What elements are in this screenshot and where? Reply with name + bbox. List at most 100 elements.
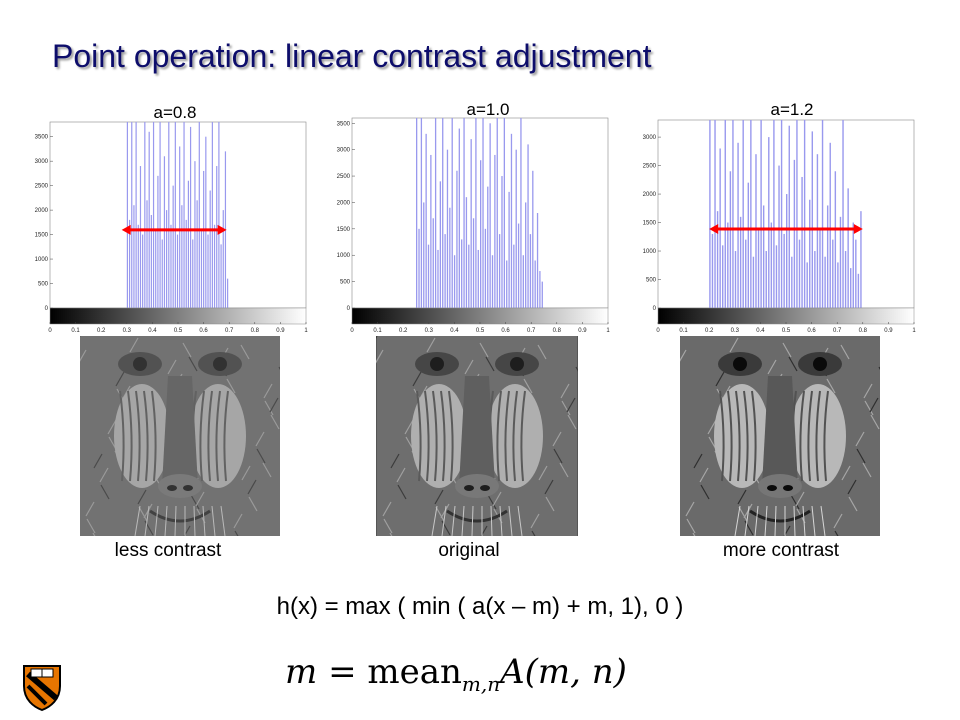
- y-tick-label: 500: [38, 282, 49, 288]
- hist-bar: [773, 120, 775, 308]
- hist-bar: [755, 154, 757, 308]
- hist-bar: [839, 216, 842, 308]
- mandrill-image-low-contrast: [80, 336, 280, 536]
- hist-bar: [420, 118, 423, 308]
- hist-bar: [529, 234, 532, 308]
- y-tick-label: 2500: [35, 184, 49, 190]
- hist-bar: [465, 197, 468, 308]
- x-tick-label: 0.7: [833, 328, 842, 334]
- hist-bar: [765, 251, 767, 308]
- hist-bar: [775, 245, 778, 308]
- grayscale-colorbar: [49, 307, 307, 325]
- x-tick-label: 0.1: [373, 328, 382, 334]
- hist-bar: [179, 146, 181, 308]
- hist-bar: [796, 120, 798, 308]
- hist-bar: [837, 262, 839, 308]
- hist-bar: [786, 194, 788, 308]
- hist-bar: [480, 160, 482, 308]
- x-tick-label: 0.3: [731, 328, 740, 334]
- hist-bar: [768, 137, 770, 308]
- hist-bar: [829, 142, 831, 308]
- hist-bar: [760, 120, 762, 308]
- x-tick-label: 0.4: [450, 328, 459, 334]
- hist-bar: [468, 244, 470, 308]
- caption-original: original: [438, 540, 500, 561]
- mandrill-image-high-contrast: [680, 336, 880, 536]
- hist-bar: [727, 222, 729, 308]
- hist-bar: [137, 224, 139, 308]
- hist-bar: [434, 118, 437, 308]
- slide-title: Point operation: linear contrast adjustm…: [52, 38, 652, 74]
- hist-bar: [183, 122, 185, 308]
- hist-bar: [737, 142, 739, 308]
- y-tick-label: 0: [45, 306, 49, 312]
- hist-bar: [170, 224, 172, 308]
- hist-bar: [163, 156, 166, 308]
- hist-bar: [489, 123, 491, 309]
- x-tick-label: 1: [606, 328, 610, 334]
- y-tick-label: 2000: [337, 200, 351, 206]
- hist-bar: [809, 199, 811, 308]
- hist-bar: [750, 120, 752, 308]
- hist-bar: [484, 228, 487, 308]
- y-tick-label: 1000: [643, 249, 657, 255]
- hist-bar: [152, 122, 155, 308]
- x-tick-label: 0.8: [859, 328, 868, 334]
- hist-bar: [513, 244, 515, 308]
- y-tick-label: 3500: [337, 121, 351, 127]
- mean-op: mean: [367, 652, 462, 692]
- x-tick-label: 0: [656, 328, 660, 334]
- x-tick-label: 1: [304, 328, 308, 334]
- hist-bar: [453, 255, 456, 308]
- hist-bar: [816, 154, 819, 308]
- caption-more-contrast: more contrast: [722, 540, 840, 561]
- y-tick-label: 500: [646, 278, 657, 284]
- hist-bar: [449, 207, 451, 308]
- hist-bar: [503, 118, 506, 308]
- hist-bar: [803, 120, 806, 308]
- hist-bar: [181, 205, 183, 308]
- x-tick-label: 0.5: [476, 328, 485, 334]
- hist-bar: [456, 170, 458, 308]
- panel-label-high: a=1.2: [770, 100, 814, 119]
- hist-bar: [196, 200, 198, 308]
- x-tick-label: 0.5: [782, 328, 791, 334]
- x-tick-label: 0.8: [553, 328, 562, 334]
- hist-bar: [855, 239, 857, 308]
- hist-bar: [842, 120, 844, 308]
- hist-bar: [527, 144, 529, 308]
- hist-bar: [798, 239, 801, 308]
- hist-bar: [461, 239, 463, 308]
- hist-bar: [541, 281, 543, 308]
- histogram-high-contrast: 0 500 1000 1500 2000 2500 3000 0 0.1 0.2 0.3 0.4 0.5…: [643, 119, 916, 334]
- hist-bar: [844, 251, 847, 308]
- histogram-original: 0 500 1000 1500 2000 2500 3000 3500 0 0.1 0.2 0.3 0.…: [337, 117, 610, 334]
- hist-bar: [444, 234, 446, 308]
- hist-bar: [192, 239, 194, 308]
- x-tick-label: 0.1: [679, 328, 688, 334]
- hist-bar: [811, 131, 814, 308]
- hist-bar: [506, 260, 508, 308]
- x-tick-label: 0.6: [501, 328, 510, 334]
- hist-bar: [778, 165, 780, 308]
- x-tick-label: 0: [350, 328, 354, 334]
- hist-bar: [793, 159, 796, 308]
- mean-rhs: A(m, n): [500, 652, 627, 692]
- hist-bar: [470, 139, 472, 308]
- hist-bar: [227, 278, 229, 308]
- hist-bar: [161, 239, 163, 308]
- hist-bar: [425, 133, 427, 308]
- x-tick-label: 1: [912, 328, 916, 334]
- hist-bar: [821, 120, 824, 308]
- hist-bar: [442, 118, 444, 308]
- hist-bar: [850, 268, 852, 308]
- hist-bar: [211, 122, 213, 308]
- hist-bar: [752, 256, 755, 308]
- hist-bar: [788, 125, 790, 309]
- mean-sub: m,n: [461, 672, 501, 696]
- hist-bar: [216, 166, 218, 308]
- hist-bar: [824, 256, 826, 308]
- hist-bar: [722, 245, 724, 308]
- hist-bar: [200, 229, 203, 308]
- x-tick-label: 0.8: [251, 328, 260, 334]
